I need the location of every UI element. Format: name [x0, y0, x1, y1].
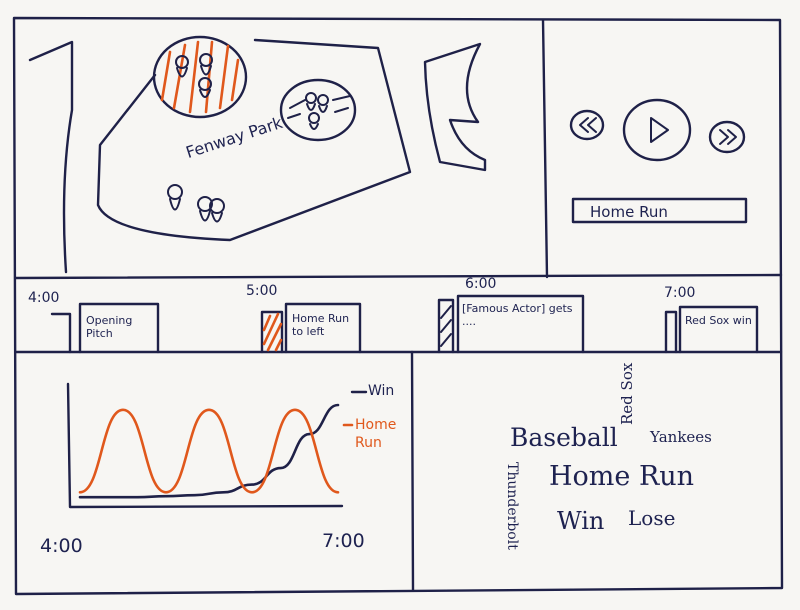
chart-x-end-label: 7:00	[322, 530, 365, 552]
outer-frame	[12, 16, 784, 596]
right-stand-outline	[423, 42, 487, 172]
fast-forward-icon[interactable]	[708, 120, 746, 154]
timeline-clip-3[interactable]: [Famous Actor] gets ....	[462, 302, 573, 328]
chart-lines	[78, 403, 340, 499]
top-divider	[14, 273, 783, 280]
tag-baseball[interactable]: Baseball	[510, 423, 618, 452]
chart-axes	[66, 382, 344, 509]
clip-title: Home Run	[590, 203, 668, 221]
timeline-clip-1-frame	[50, 302, 160, 354]
timeline-time-3: 6:00	[465, 276, 497, 292]
tag-yankees[interactable]: Yankees	[650, 428, 712, 446]
fan-group	[167, 184, 225, 223]
legend-win-label: Win	[368, 383, 395, 399]
crowd-hotspot-1[interactable]	[152, 35, 248, 119]
rewind-icon[interactable]	[569, 109, 605, 141]
timeline-time-2: 5:00	[246, 283, 278, 299]
field-outline	[96, 38, 412, 242]
timeline-clip-2[interactable]: Home Run to left	[292, 312, 350, 338]
tag-win[interactable]: Win	[557, 507, 605, 535]
clip-title-box	[571, 197, 748, 224]
timeline-clip-3-frame	[437, 294, 585, 354]
timeline-time-4: 7:00	[664, 285, 696, 301]
play-icon[interactable]	[622, 98, 692, 162]
legend-home-run-label: Home Run	[355, 417, 397, 451]
timeline-clip-4-frame	[664, 305, 759, 354]
map-player-divider	[541, 18, 549, 279]
timeline-clip-4[interactable]: Red Sox win	[685, 314, 752, 327]
series-line-win	[78, 403, 340, 499]
chart-cloud-divider	[410, 350, 415, 592]
stadium-map[interactable]	[28, 35, 487, 274]
tag-lose[interactable]: Lose	[628, 506, 676, 530]
tag-red-sox[interactable]: Red Sox	[618, 362, 636, 425]
tag-thunderbolt[interactable]: Thunderbolt	[504, 462, 520, 550]
timeline-clip-1[interactable]: Opening Pitch	[86, 314, 133, 340]
tag-home-run[interactable]: Home Run	[549, 461, 695, 492]
chart-x-start-label: 4:00	[40, 535, 83, 557]
series-line-home-run	[78, 408, 340, 494]
timeline-time-1: 4:00	[28, 290, 60, 306]
timeline-clip-2-frame	[260, 302, 362, 354]
crowd-hotspot-2[interactable]	[279, 78, 357, 142]
left-stand-outline	[28, 40, 74, 274]
